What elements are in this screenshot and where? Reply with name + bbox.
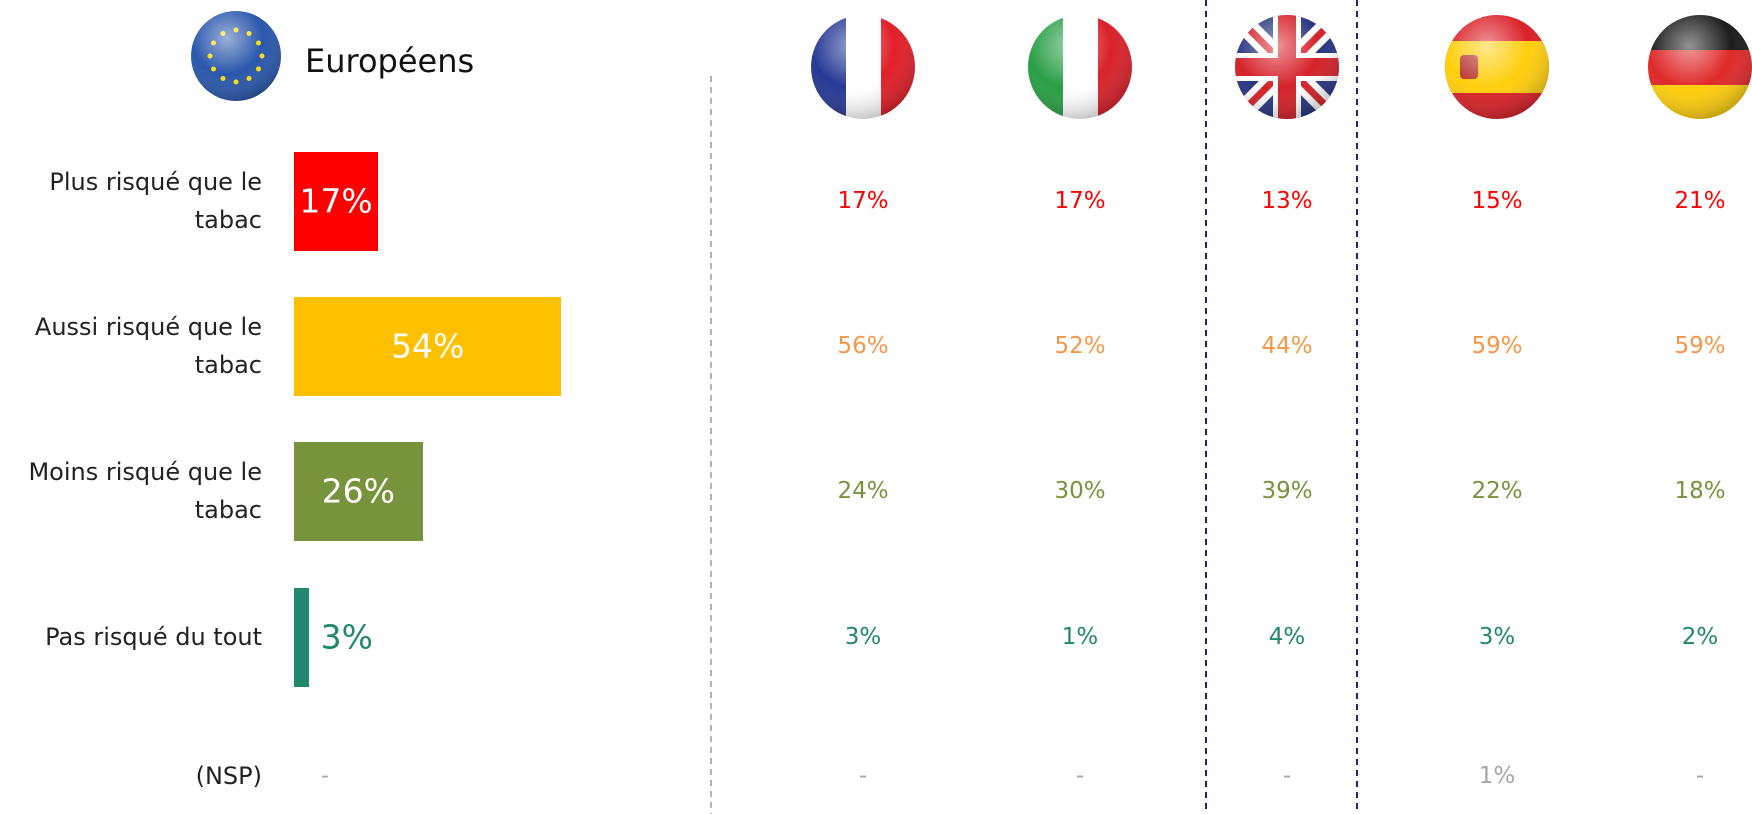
category-label: Aussi risqué que le tabac (34, 313, 262, 379)
value-label: - (321, 763, 329, 789)
it-flag (1028, 15, 1132, 119)
country-value: 3% (1478, 624, 1516, 650)
country-value: 15% (1471, 188, 1523, 214)
bar (294, 441, 423, 541)
country-value: 59% (1674, 333, 1726, 359)
value-label: 3% (320, 617, 374, 657)
country-value: 24% (837, 478, 889, 504)
country-value: 30% (1054, 478, 1106, 504)
category-label: Moins risqué que le tabac (28, 458, 262, 524)
value-label: 26% (321, 471, 396, 511)
country-value: 44% (1261, 333, 1313, 359)
country-value: 4% (1268, 624, 1306, 650)
country-value: 39% (1261, 478, 1313, 504)
value-label: 17% (299, 181, 373, 221)
category-label: (NSP) (195, 762, 262, 790)
value-label: 54% (390, 326, 465, 366)
country-value: 22% (1471, 478, 1523, 504)
de-flag (1648, 15, 1752, 119)
bar (294, 296, 562, 396)
es-flag (1445, 15, 1549, 119)
bar (294, 587, 309, 687)
bar (294, 151, 379, 251)
category-label: Plus risqué que le tabac (49, 168, 262, 234)
country-value: 1% (1478, 763, 1516, 789)
eu-flag (191, 11, 281, 101)
country-value: - (1282, 763, 1292, 789)
country-value: 52% (1054, 333, 1106, 359)
uk-flag (1235, 15, 1339, 119)
country-value: 1% (1061, 624, 1099, 650)
country-value: 2% (1681, 624, 1719, 650)
country-value: 17% (1054, 188, 1106, 214)
chart-title: Européens (305, 42, 475, 80)
country-value: 17% (837, 188, 889, 214)
country-value: 56% (837, 333, 889, 359)
country-value: - (1075, 763, 1085, 789)
country-value: 21% (1674, 188, 1726, 214)
fr-flag (811, 15, 915, 119)
category-label: Pas risqué du tout (45, 623, 262, 651)
country-value: - (1695, 763, 1705, 789)
country-value: 59% (1471, 333, 1523, 359)
country-value: - (858, 763, 868, 789)
country-value: 18% (1674, 478, 1726, 504)
country-value: 13% (1261, 188, 1313, 214)
country-value: 3% (844, 624, 882, 650)
